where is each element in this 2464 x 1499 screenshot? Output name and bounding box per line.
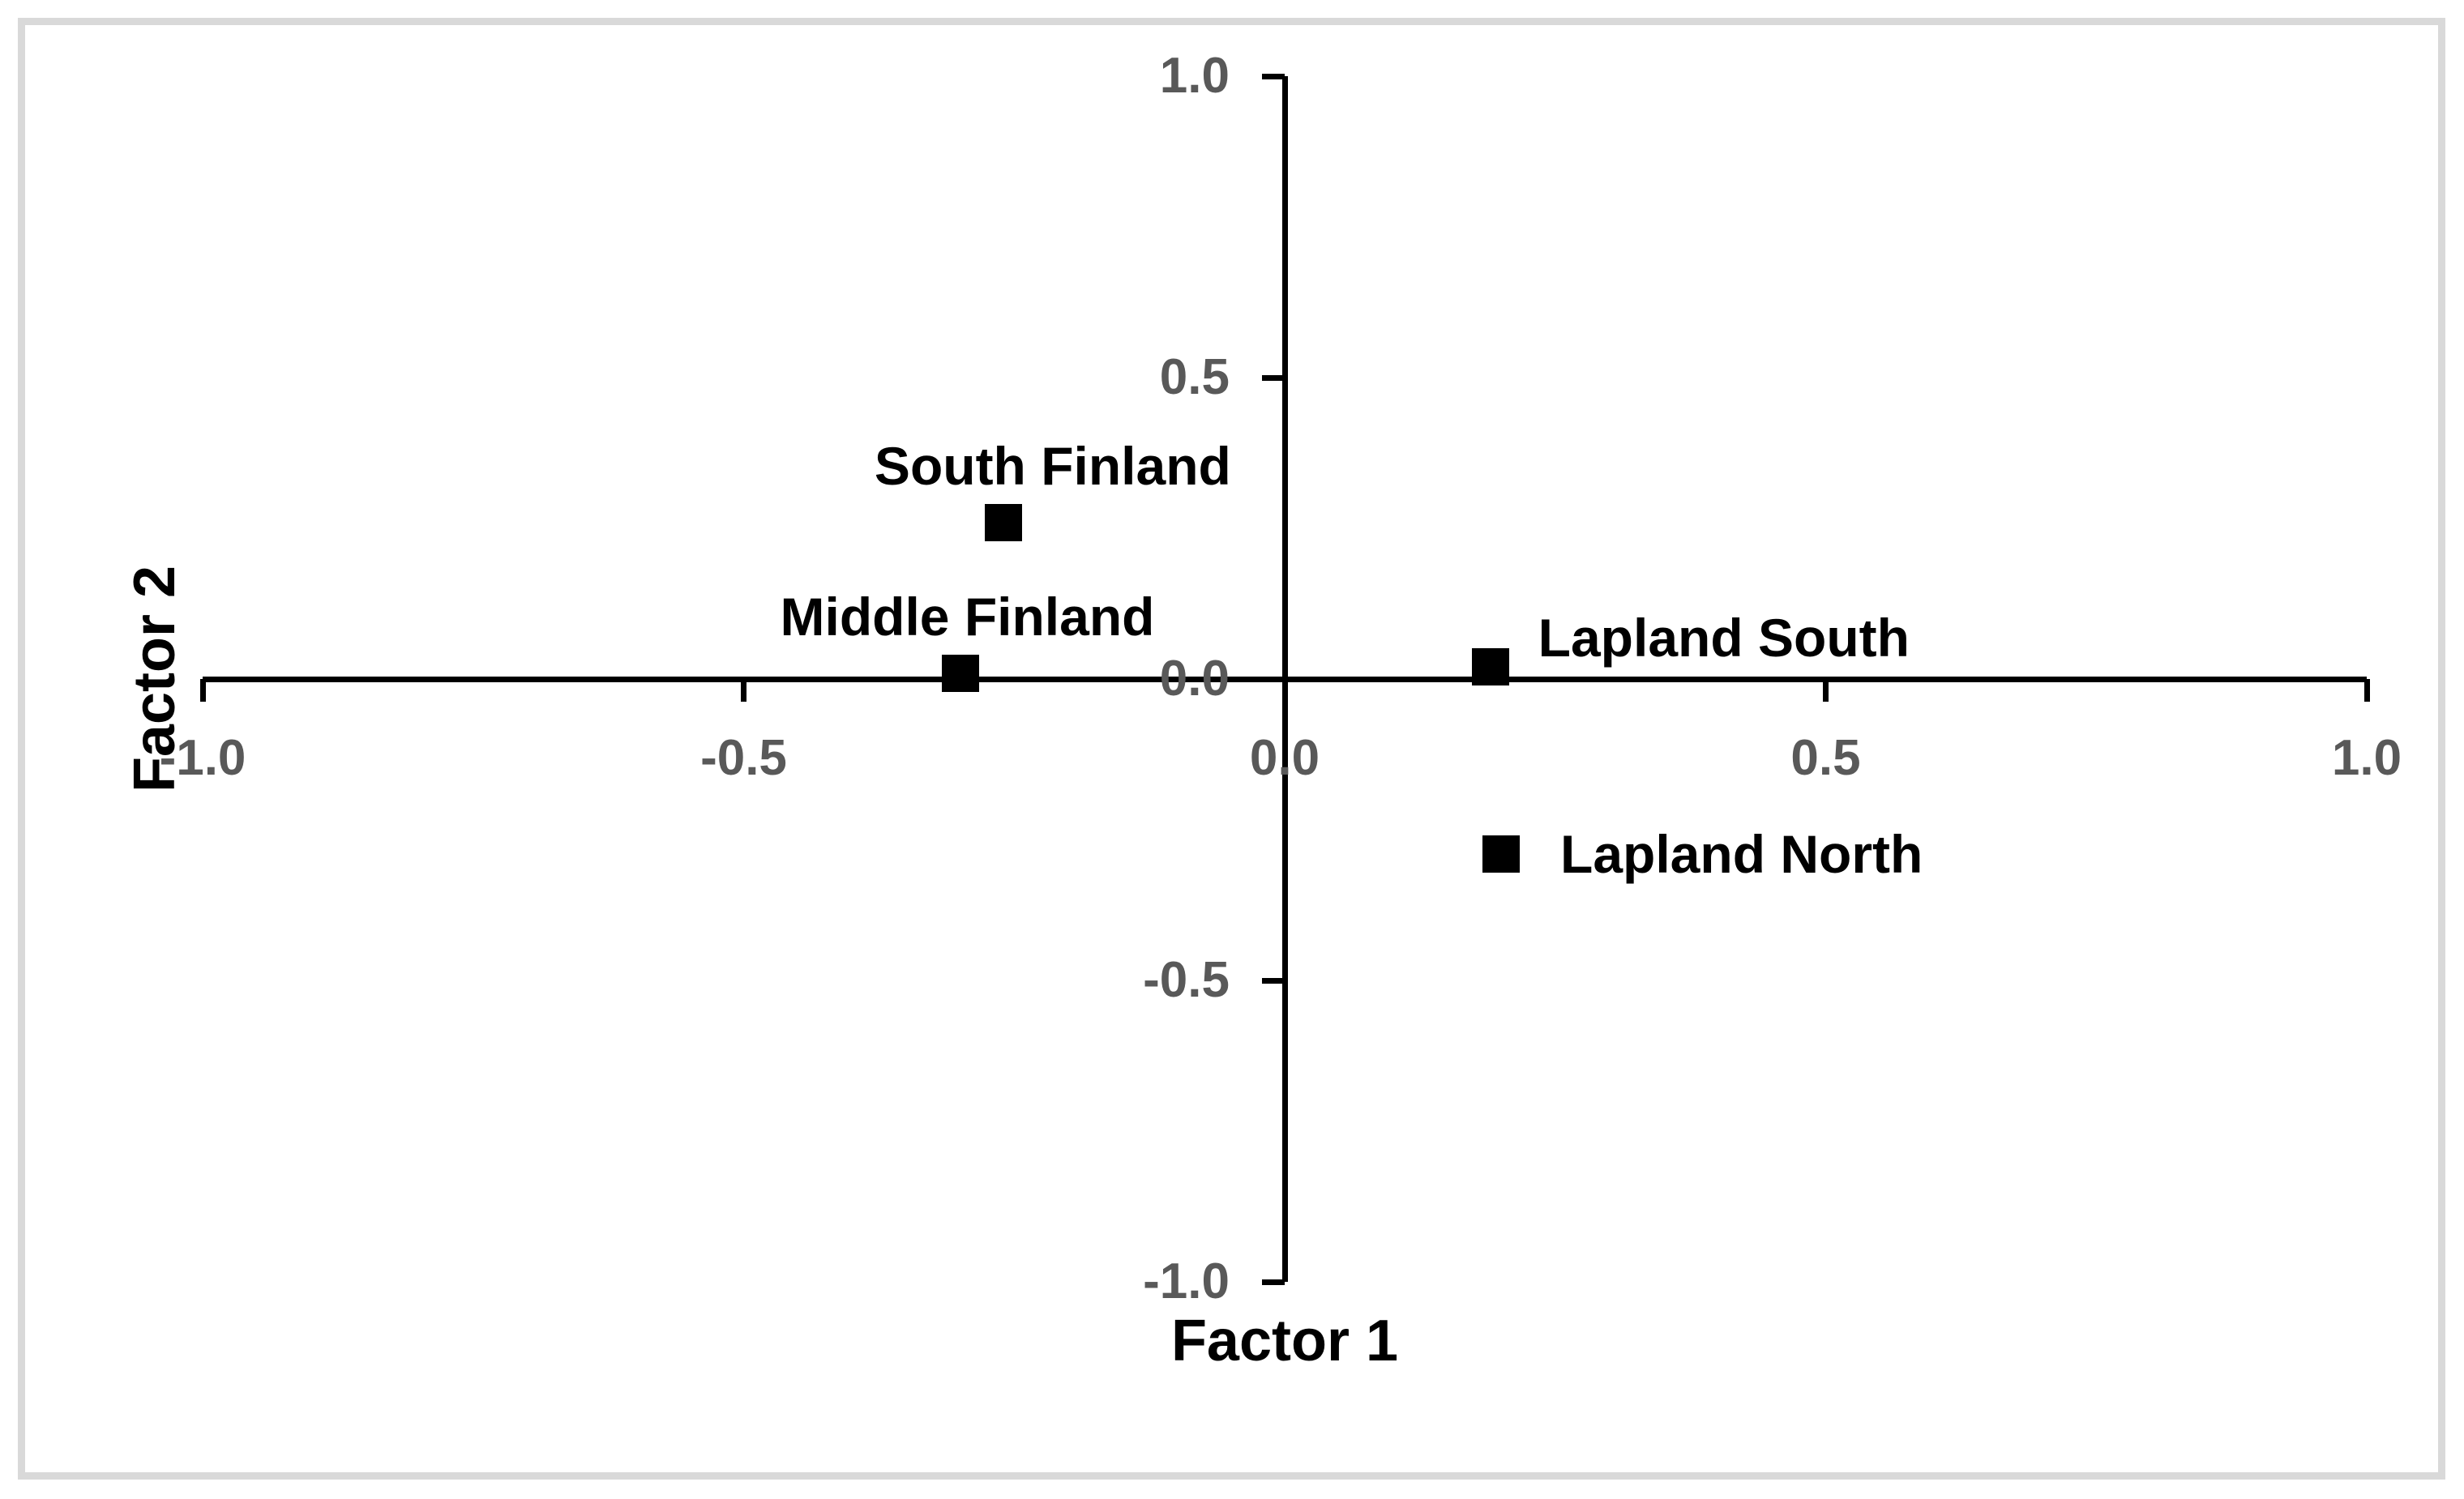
y-axis-tick — [1262, 73, 1285, 79]
data-point-label-middle-finland: Middle Finland — [780, 586, 1155, 647]
x-tick-label: 0.5 — [1790, 730, 1861, 786]
x-axis-title: Factor 1 — [1170, 1309, 1399, 1373]
x-tick-label: -0.5 — [700, 730, 787, 786]
x-tick-label: 0.0 — [1249, 730, 1320, 786]
x-axis-tick — [2363, 679, 2370, 702]
y-axis-tick — [1262, 977, 1285, 984]
chart-border — [18, 18, 2445, 1480]
x-axis-tick — [199, 679, 206, 702]
y-axis-line — [1281, 76, 1288, 1282]
data-point-marker-lapland-north — [1482, 835, 1520, 873]
x-tick-label: 1.0 — [2331, 730, 2402, 786]
y-axis-tick — [1262, 1279, 1285, 1285]
data-point-label-lapland-south: Lapland South — [1538, 608, 1910, 668]
x-tick-label: -1.0 — [159, 730, 246, 786]
y-tick-label: 0.5 — [1159, 349, 1230, 405]
data-point-label-lapland-north: Lapland North — [1560, 823, 1923, 884]
y-tick-label: 0.0 — [1159, 651, 1230, 707]
y-tick-label: 1.0 — [1159, 48, 1230, 104]
x-axis-tick — [741, 679, 746, 702]
x-axis-tick — [1823, 679, 1829, 702]
y-axis-tick — [1262, 374, 1285, 381]
y-axis-title: Factor 2 — [122, 565, 187, 793]
data-point-label-south-finland: South Finland — [874, 435, 1231, 496]
data-point-marker-south-finland — [984, 503, 1022, 541]
y-tick-label: -0.5 — [1143, 952, 1230, 1008]
data-point-marker-middle-finland — [941, 654, 979, 692]
data-point-marker-lapland-south — [1471, 648, 1509, 686]
y-tick-label: -1.0 — [1143, 1253, 1230, 1309]
